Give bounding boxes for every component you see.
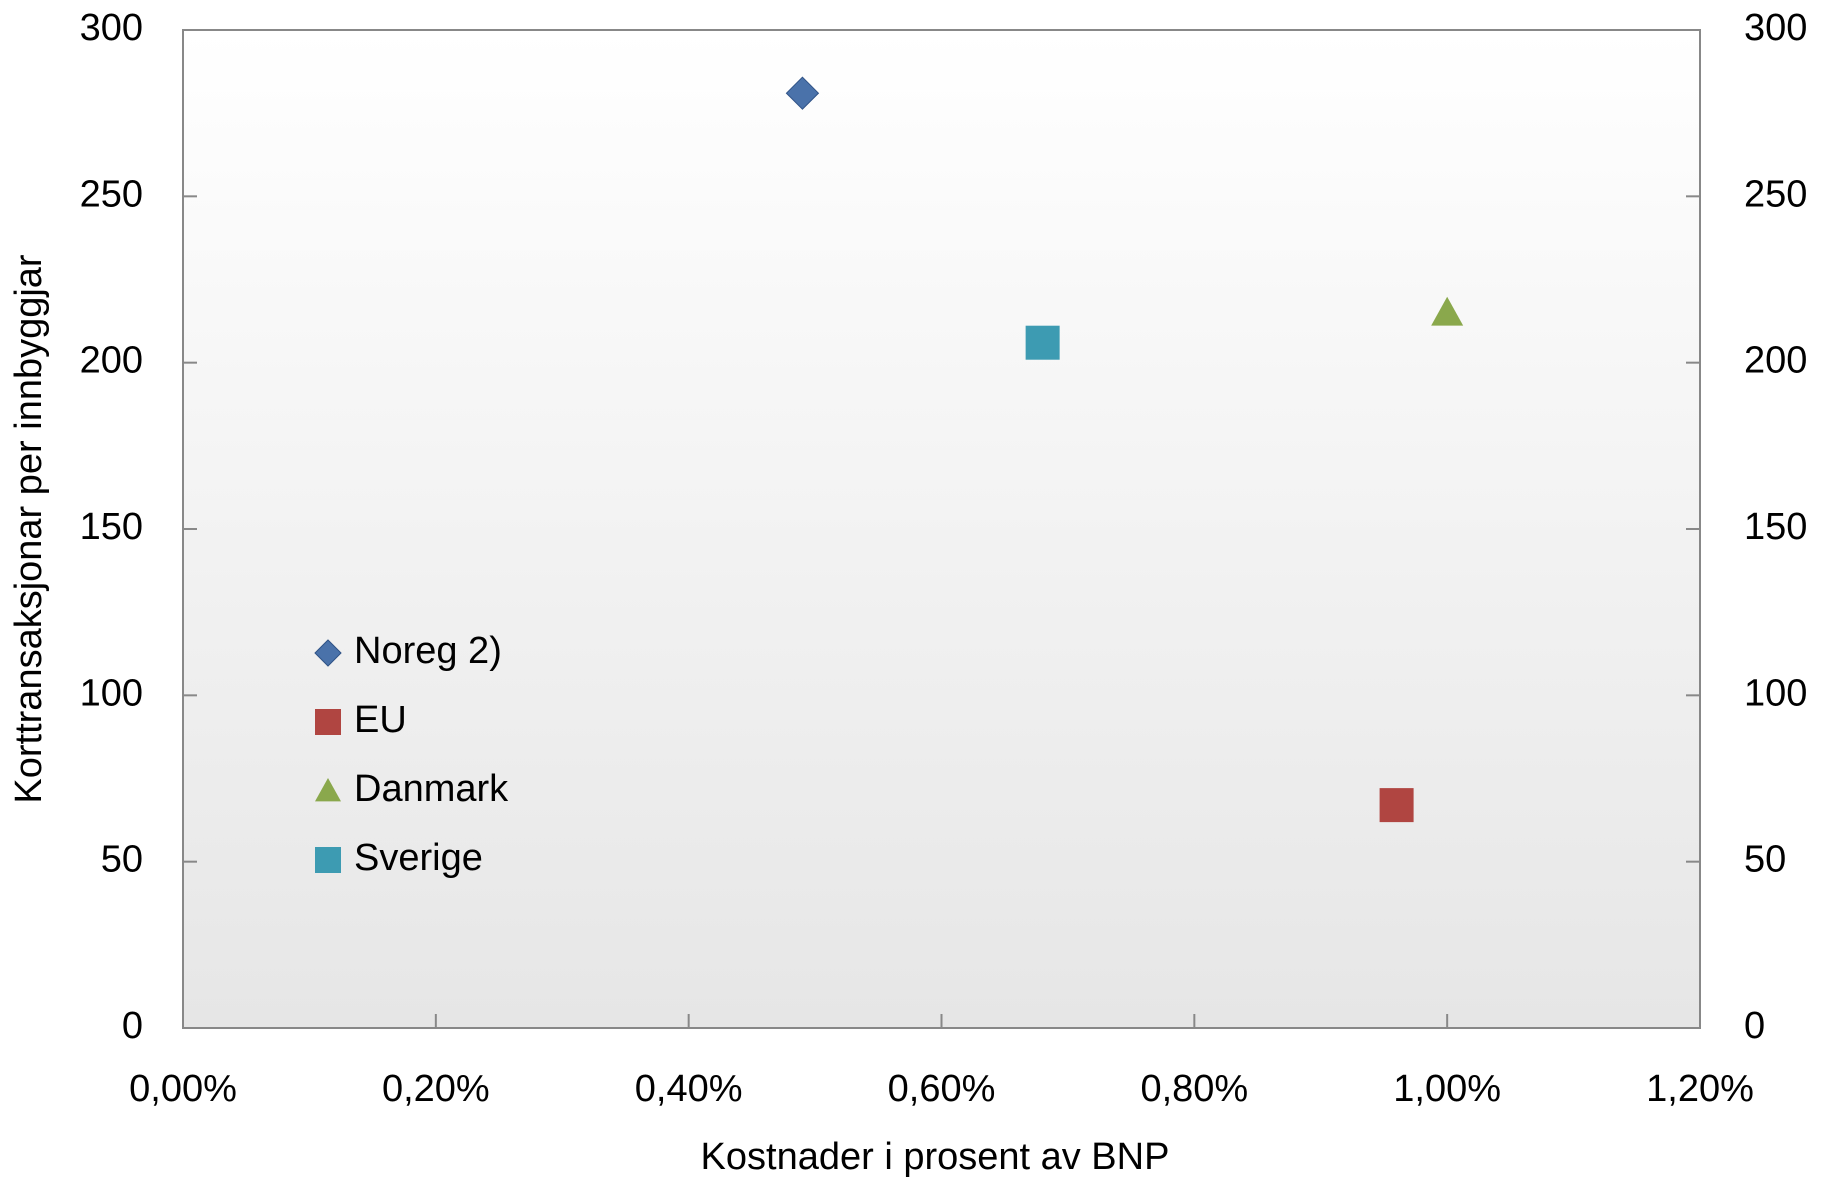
legend-label: EU (354, 699, 407, 741)
legend-label: Sverige (354, 837, 483, 879)
x-tick-label: 0,80% (1140, 1068, 1248, 1110)
x-axis-label: Kostnader i prosent av BNP (701, 1136, 1170, 1178)
legend-marker (315, 847, 341, 873)
y2-tick-label: 250 (1744, 173, 1807, 215)
x-tick-label: 1,20% (1646, 1068, 1754, 1110)
legend-marker (314, 639, 342, 667)
x-tick-label: 0,00% (129, 1068, 237, 1110)
x-tick-label: 0,40% (635, 1068, 743, 1110)
legend-label: Noreg 2) (354, 630, 502, 672)
x-tick-label: 0,20% (382, 1068, 490, 1110)
y-tick-label: 200 (80, 340, 143, 382)
y2-tick-label: 200 (1744, 340, 1807, 382)
x-tick-label: 1,00% (1393, 1068, 1501, 1110)
y-axis-label: Korttransaksjonar per innbyggjar (8, 254, 50, 804)
y-tick-label: 250 (80, 173, 143, 215)
y2-tick-label: 300 (1744, 7, 1807, 49)
marker-square (1025, 325, 1060, 360)
plot-area (182, 29, 1701, 1029)
y-tick-label: 0 (122, 1005, 143, 1047)
y-tick-label: 100 (80, 672, 143, 714)
legend-label: Danmark (354, 768, 509, 810)
y2-tick-label: 0 (1744, 1005, 1765, 1047)
marker-diamond (785, 76, 820, 110)
y-tick-label: 150 (80, 506, 143, 548)
y2-tick-label: 150 (1744, 506, 1807, 548)
marker-triangle (1431, 296, 1464, 326)
y2-tick-label: 100 (1744, 672, 1807, 714)
y-tick-label: 300 (80, 7, 143, 49)
y-tick-label: 50 (101, 839, 143, 881)
legend-marker (315, 709, 341, 735)
x-tick-label: 0,60% (888, 1068, 996, 1110)
marker-square (1379, 788, 1414, 823)
y2-tick-label: 50 (1744, 839, 1786, 881)
legend-marker (315, 778, 341, 802)
